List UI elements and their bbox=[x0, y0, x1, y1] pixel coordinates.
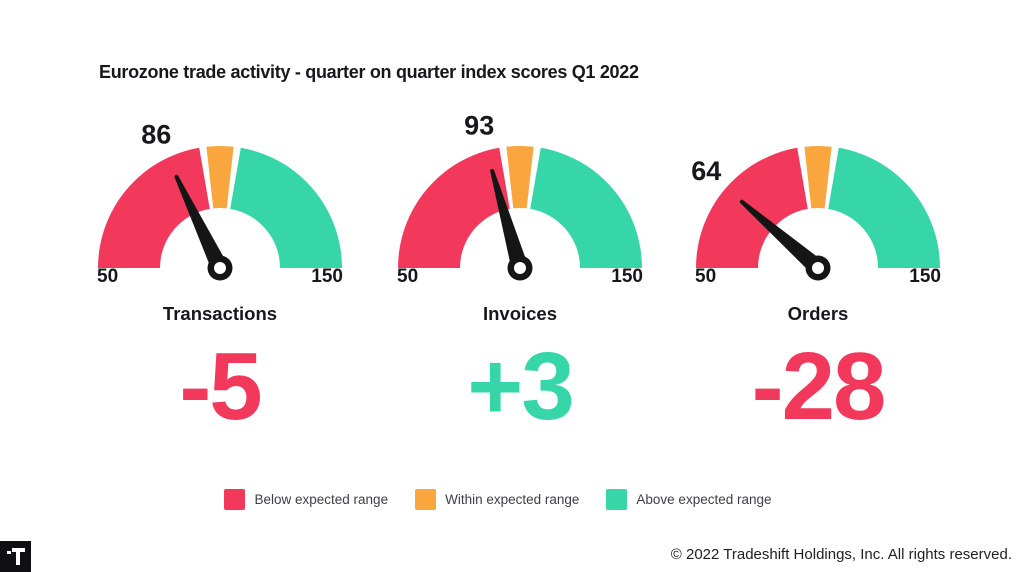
gauge-label: Orders bbox=[787, 303, 849, 324]
gauge-delta-value: -28 bbox=[751, 333, 887, 441]
gauge-transactions: 86 50 150 Transactions -5 bbox=[80, 103, 360, 441]
legend-swatch-above bbox=[606, 489, 628, 510]
logo-t-stem bbox=[16, 548, 20, 565]
svg-text:150: 150 bbox=[311, 266, 343, 287]
svg-text:50: 50 bbox=[695, 266, 716, 287]
svg-text:150: 150 bbox=[909, 266, 941, 287]
svg-text:93: 93 bbox=[464, 111, 494, 141]
page-title: Eurozone trade activity - quarter on qua… bbox=[99, 62, 639, 82]
gauge-invoices: 93 50 150 Invoices +3 bbox=[380, 103, 660, 441]
gauge-orders: 64 50 150 Orders -28 bbox=[678, 103, 958, 441]
legend-item-within: Within expected range bbox=[415, 489, 579, 510]
legend-label: Above expected range bbox=[636, 492, 772, 507]
legend: Below expected range Within expected ran… bbox=[0, 489, 1010, 510]
svg-text:64: 64 bbox=[691, 156, 721, 186]
gauge-chart-orders: 64 50 150 bbox=[691, 145, 941, 287]
svg-text:50: 50 bbox=[97, 266, 118, 287]
tradeshift-logo-icon bbox=[0, 541, 31, 572]
legend-item-below: Below expected range bbox=[224, 489, 388, 510]
legend-label: Below expected range bbox=[254, 492, 389, 507]
svg-text:150: 150 bbox=[611, 266, 643, 287]
gauge-label: Invoices bbox=[482, 303, 558, 324]
gauge-label: Transactions bbox=[162, 303, 278, 324]
gauge-chart-invoices: 93 50 150 bbox=[397, 111, 643, 287]
gauge-chart-transactions: 86 50 150 bbox=[97, 119, 343, 287]
legend-item-above: Above expected range bbox=[606, 489, 772, 510]
copyright-text: © 2022 Tradeshift Holdings, Inc. All rig… bbox=[670, 546, 1012, 563]
legend-swatch-within bbox=[415, 489, 437, 510]
svg-text:50: 50 bbox=[397, 266, 418, 287]
gauge-delta-value: -5 bbox=[179, 333, 262, 441]
logo-dot bbox=[7, 550, 11, 554]
legend-label: Within expected range bbox=[445, 492, 580, 507]
legend-swatch-below bbox=[224, 489, 246, 510]
svg-text:86: 86 bbox=[141, 119, 171, 149]
gauge-delta-value: +3 bbox=[467, 333, 574, 441]
